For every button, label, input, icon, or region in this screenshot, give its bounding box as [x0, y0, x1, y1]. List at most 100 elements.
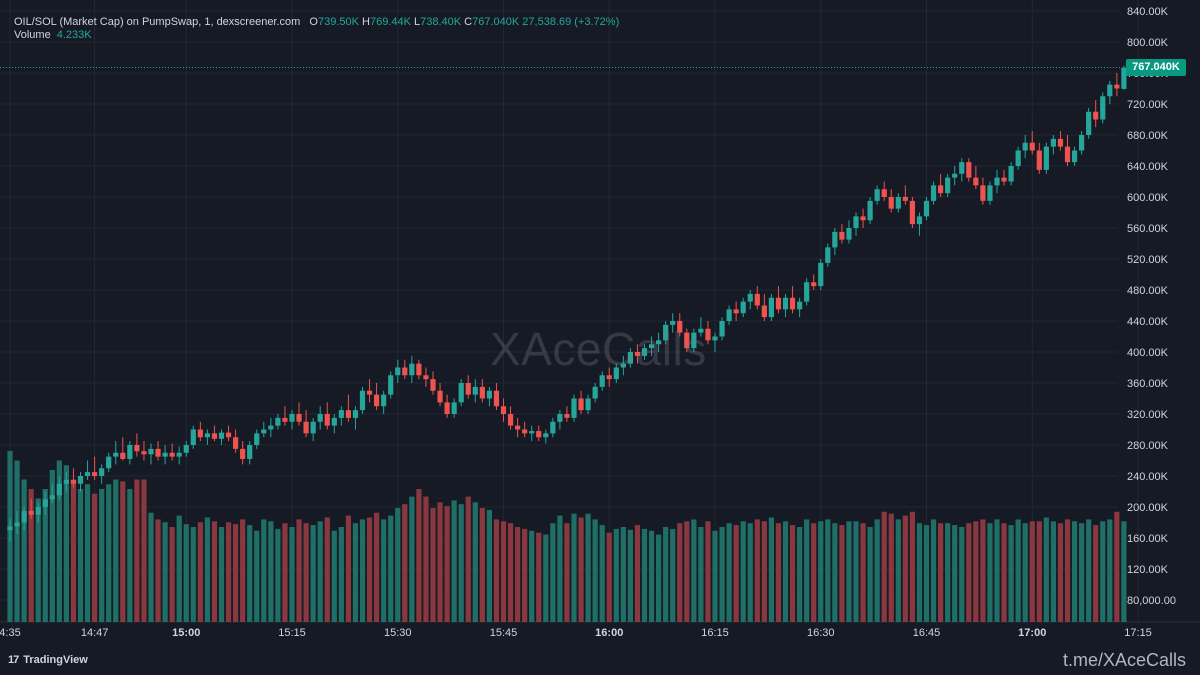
- volume-bar: [987, 523, 993, 622]
- candle-body: [500, 406, 507, 414]
- volume-bar: [853, 521, 859, 622]
- volume-bar: [113, 479, 119, 622]
- candle-body: [49, 495, 55, 500]
- volume-bar: [930, 519, 937, 622]
- volume-bar: [359, 519, 366, 622]
- volume-bar: [768, 517, 774, 622]
- volume-bar: [670, 528, 676, 622]
- candle-body: [1015, 150, 1021, 166]
- volume-bar: [945, 523, 951, 622]
- candle-body: [218, 432, 225, 439]
- volume-bar: [402, 504, 408, 622]
- candle-body: [712, 336, 718, 341]
- time-tick-label: 16:00: [595, 627, 623, 639]
- price-tick-label: 640.00K: [1127, 161, 1169, 173]
- volume-bar: [310, 525, 316, 622]
- candle-body: [289, 414, 295, 422]
- candle-body: [176, 452, 182, 457]
- volume-bar: [564, 523, 570, 622]
- volume-bar: [472, 502, 478, 622]
- change-value: 27,538.69 (+3.72%): [522, 16, 620, 28]
- price-tick-label: 800.00K: [1127, 37, 1169, 49]
- volume-bar: [197, 522, 203, 622]
- candle-body: [811, 282, 817, 287]
- volume-bar: [388, 515, 394, 622]
- candle-body: [409, 363, 415, 376]
- tradingview-brand[interactable]: 17 TradingView: [8, 654, 88, 666]
- price-tick-label: 200.00K: [1127, 502, 1169, 514]
- volume-bar: [204, 517, 210, 622]
- candle-body: [754, 293, 760, 306]
- last-price-tag: 767.040K: [1126, 58, 1186, 76]
- price-tick-label: 80,000.00: [1127, 595, 1176, 607]
- candle-body: [247, 445, 253, 459]
- candle-body: [902, 197, 908, 201]
- candle-body: [1050, 138, 1056, 147]
- time-axis[interactable]: 4:35 14:47 15:00 15:15 15:30 15:45 16:00 16:15 1…: [0, 627, 1200, 639]
- volume-bar: [1071, 521, 1078, 622]
- volume-bar: [99, 489, 105, 622]
- price-tick-label: 840.00K: [1127, 6, 1169, 18]
- volume-bar: [797, 527, 803, 622]
- candle-body: [1107, 84, 1113, 97]
- volume-bar: [832, 523, 838, 622]
- volume-bar: [1001, 523, 1007, 622]
- volume-bar: [515, 527, 521, 622]
- volume-bar: [620, 527, 626, 622]
- volume-bar: [867, 527, 873, 622]
- volume-bar: [557, 515, 563, 622]
- volume-bar: [444, 506, 450, 622]
- candle-body: [162, 452, 168, 457]
- candle-body: [804, 282, 810, 302]
- candle-body: [938, 185, 944, 194]
- price-tick-label: 320.00K: [1127, 409, 1169, 421]
- candle-body: [620, 363, 626, 368]
- low-value: 738.40K: [420, 16, 462, 28]
- volume-bar: [959, 527, 965, 622]
- candle-body: [275, 417, 281, 426]
- volume-bar: [268, 521, 274, 622]
- volume-bar: [634, 525, 641, 622]
- price-tick-label: 400.00K: [1127, 347, 1169, 359]
- candle-body: [7, 526, 13, 531]
- time-tick-label: 17:00: [1018, 627, 1046, 639]
- volume-bar: [966, 523, 972, 622]
- candle-body: [895, 197, 901, 209]
- volume-bar: [613, 528, 619, 622]
- candle-body: [437, 390, 443, 403]
- open-value: 739.50K: [317, 16, 359, 28]
- volume-bar: [374, 512, 380, 622]
- candle-body: [366, 390, 373, 395]
- candle-body: [338, 410, 344, 418]
- price-axis[interactable]: 80,000.00 120.00K 160.00K 200.00K 240.00K 280…: [1127, 6, 1176, 607]
- volume-bar: [599, 525, 605, 622]
- volume-bar: [712, 530, 718, 622]
- candle-body: [648, 344, 655, 349]
- time-tick-label: 4:35: [0, 627, 21, 639]
- candle-body: [113, 452, 119, 457]
- time-tick-label: 15:45: [490, 627, 518, 639]
- volume-bar: [1079, 523, 1085, 622]
- candle-body: [56, 483, 62, 496]
- candle-body: [120, 452, 126, 459]
- candle-body: [240, 448, 246, 459]
- symbol-title: OIL/SOL (Market Cap) on PumpSwap, 1, dex…: [14, 16, 301, 28]
- candle-body: [388, 375, 394, 395]
- price-tick-label: 520.00K: [1127, 254, 1169, 266]
- candle-body: [70, 479, 77, 484]
- telegram-link[interactable]: t.me/XAceCalls: [1062, 650, 1186, 670]
- volume-bar: [493, 519, 500, 622]
- candle-body: [733, 309, 739, 314]
- volume-bar: [825, 519, 831, 622]
- candle-body: [536, 431, 542, 438]
- candle-body: [656, 340, 662, 345]
- volume-legend: Volume 4.233K: [14, 29, 92, 41]
- volume-bar: [1064, 519, 1071, 622]
- candle-body: [211, 433, 218, 439]
- candle-body: [190, 429, 196, 445]
- volume-bar: [162, 522, 168, 622]
- candle-body: [35, 507, 41, 515]
- candle-body: [148, 448, 154, 455]
- volume-bar: [789, 525, 796, 622]
